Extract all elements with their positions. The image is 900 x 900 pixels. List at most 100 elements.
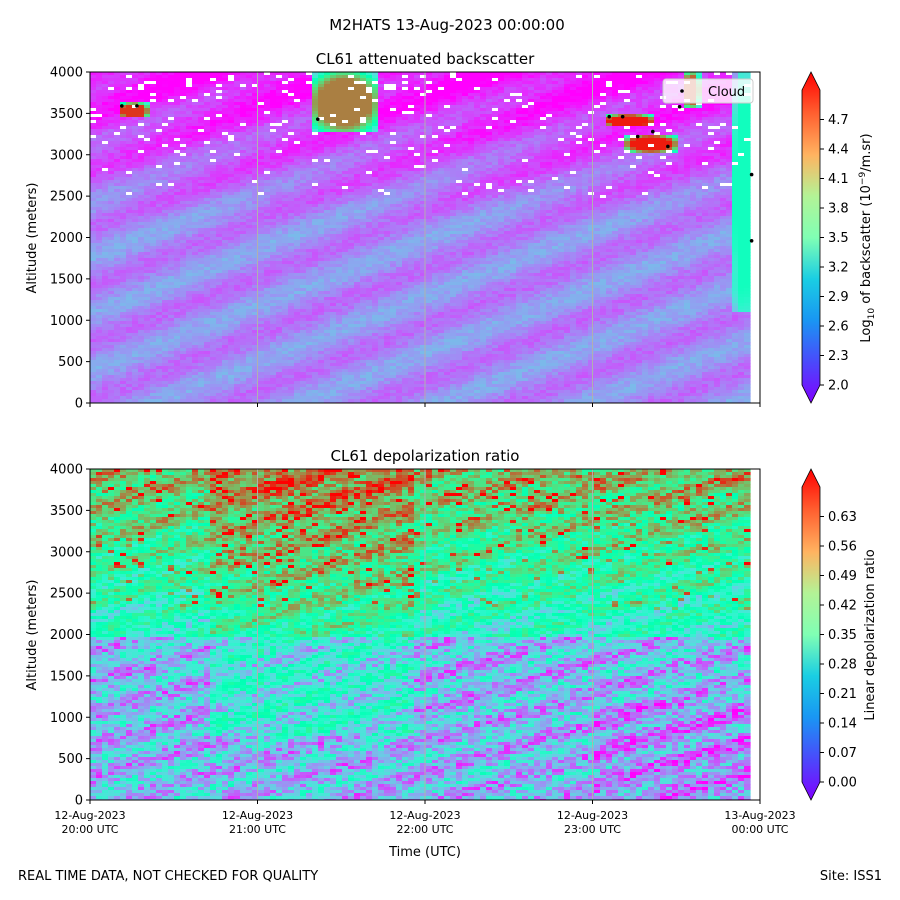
heatmap-cell xyxy=(216,72,223,76)
heatmap-cell xyxy=(234,75,241,79)
heatmap-cell xyxy=(366,75,373,79)
heatmap-cell xyxy=(198,102,205,106)
heatmap-cell xyxy=(144,96,151,100)
heatmap-cell xyxy=(678,102,685,106)
heatmap-cell xyxy=(234,111,241,115)
heatmap-cell xyxy=(576,72,583,76)
heatmap-cell xyxy=(198,93,205,97)
heatmap-cell xyxy=(390,78,397,82)
heatmap-cell xyxy=(594,99,601,103)
heatmap-cell xyxy=(186,105,193,109)
heatmap-cell xyxy=(426,96,433,100)
heatmap-cell xyxy=(252,108,259,112)
heatmap-cell xyxy=(306,105,313,109)
heatmap-cell xyxy=(636,93,643,97)
heatmap-cell xyxy=(648,105,655,109)
heatmap-cell xyxy=(480,87,487,91)
heatmap-cell xyxy=(168,87,175,91)
heatmap-cell xyxy=(162,114,169,118)
heatmap-cell xyxy=(132,81,139,85)
heatmap-cell xyxy=(228,96,235,100)
heatmap-cell xyxy=(618,93,625,97)
heatmap-cell xyxy=(534,105,541,109)
heatmap-cell xyxy=(132,96,139,100)
heatmap-cell xyxy=(402,84,409,88)
heatmap-cell xyxy=(192,117,199,121)
heatmap-cell xyxy=(492,90,499,94)
heatmap-cell xyxy=(558,102,565,106)
heatmap-cell xyxy=(168,72,175,76)
heatmap-cell xyxy=(234,81,241,85)
heatmap-cell xyxy=(228,84,235,88)
heatmap-cell xyxy=(516,84,523,88)
heatmap-cell xyxy=(642,72,649,76)
heatmap-cell xyxy=(630,75,637,79)
heatmap-cell xyxy=(108,78,115,82)
heatmap-cell xyxy=(582,114,589,118)
heatmap-cell xyxy=(264,90,271,94)
heatmap-cell xyxy=(588,96,595,100)
heatmap-cell xyxy=(630,81,637,85)
heatmap-cell xyxy=(324,78,331,82)
heatmap-cell xyxy=(366,96,373,100)
heatmap-cell xyxy=(222,99,229,103)
heatmap-cell xyxy=(462,99,469,103)
heatmap-cell xyxy=(408,84,415,88)
heatmap-cell xyxy=(366,78,373,82)
heatmap-cell xyxy=(318,78,325,82)
heatmap-cell xyxy=(558,108,565,112)
heatmap-cell xyxy=(642,114,649,118)
heatmap-cell xyxy=(222,102,229,106)
heatmap-cell xyxy=(168,78,175,82)
heatmap-cell xyxy=(624,78,631,82)
heatmap-cell xyxy=(102,114,109,118)
heatmap-cell xyxy=(372,102,379,106)
heatmap-cell xyxy=(588,72,595,76)
heatmap-cell xyxy=(198,117,205,121)
heatmap-cell xyxy=(462,108,469,112)
heatmap-cell xyxy=(162,108,169,112)
heatmap-cell xyxy=(120,72,127,76)
heatmap-cell xyxy=(594,114,601,118)
heatmap-cell xyxy=(366,102,373,106)
heatmap-cell xyxy=(408,90,415,94)
heatmap-cell xyxy=(252,78,259,82)
heatmap-cell xyxy=(462,81,469,85)
heatmap-cell xyxy=(378,87,385,91)
heatmap-cell xyxy=(450,99,457,103)
heatmap-cell xyxy=(588,84,595,88)
heatmap-cell xyxy=(378,108,385,112)
heatmap-cell xyxy=(90,90,97,94)
heatmap-cell xyxy=(348,72,355,76)
heatmap-cell xyxy=(348,81,355,85)
heatmap-cell xyxy=(432,75,439,79)
heatmap-cell xyxy=(522,111,529,115)
heatmap-cell xyxy=(162,102,169,106)
backscatter-panel: CL61 attenuated backscatter 050010001500… xyxy=(25,50,877,412)
heatmap-cell xyxy=(396,93,403,97)
heatmap-cell xyxy=(564,90,571,94)
heatmap-cell xyxy=(348,93,355,97)
heatmap-cell xyxy=(246,111,253,115)
heatmap-cell xyxy=(558,99,565,103)
heatmap-cell xyxy=(528,99,535,103)
heatmap-cell xyxy=(252,87,259,91)
heatmap-cell xyxy=(534,90,541,94)
heatmap-cell xyxy=(114,84,121,88)
heatmap-cell xyxy=(192,90,199,94)
heatmap-cell xyxy=(402,72,409,76)
heatmap-cell xyxy=(312,90,319,94)
heatmap-cell xyxy=(690,114,697,118)
heatmap-cell xyxy=(516,108,523,112)
heatmap-cell xyxy=(180,111,187,115)
heatmap-cell xyxy=(468,84,475,88)
heatmap-cell xyxy=(264,117,271,121)
heatmap-cell xyxy=(102,72,109,76)
heatmap-cell xyxy=(438,90,445,94)
heatmap-cell xyxy=(318,75,325,79)
heatmap-cell xyxy=(216,87,223,91)
heatmap-cell xyxy=(324,90,331,94)
heatmap-cell xyxy=(744,75,751,79)
heatmap-cell xyxy=(540,111,547,115)
heatmap-cell xyxy=(336,96,343,100)
